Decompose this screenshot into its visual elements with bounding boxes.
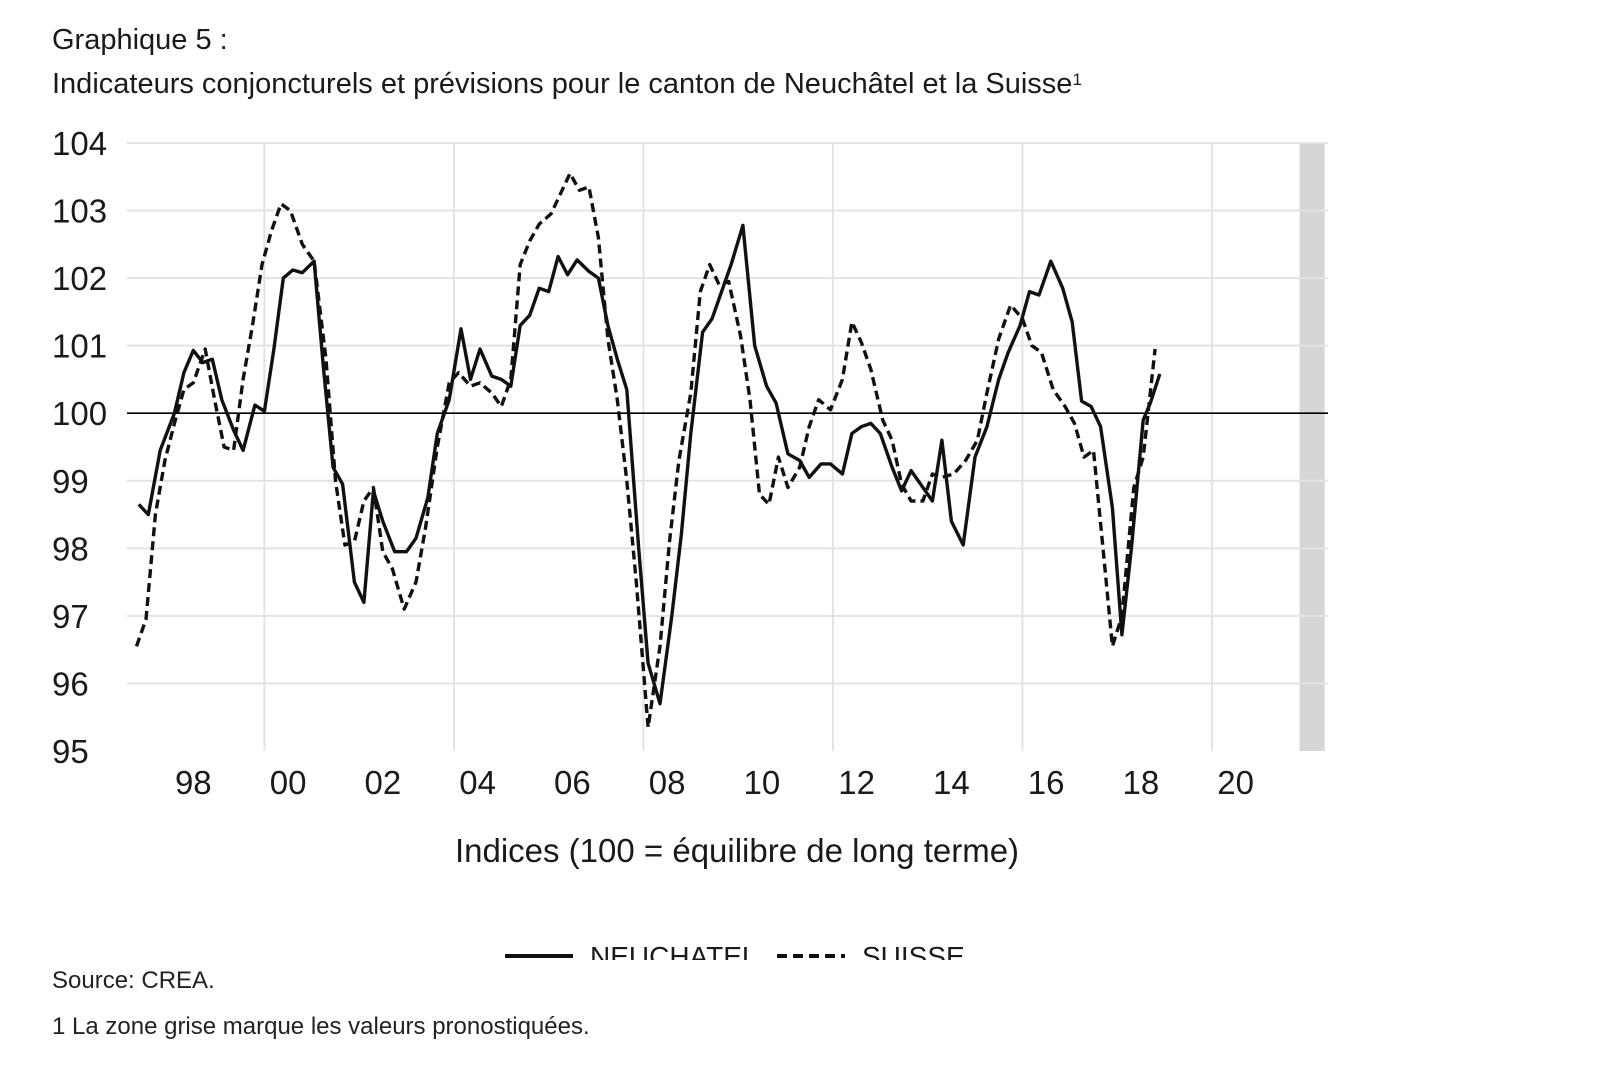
footnote-marker: 1 bbox=[1072, 70, 1082, 89]
x-tick-label: 18 bbox=[1123, 764, 1160, 801]
chart-subtitle: Indicateurs conjoncturels et prévisions … bbox=[52, 66, 1082, 102]
x-tick-label: 02 bbox=[364, 764, 401, 801]
y-tick-label: 95 bbox=[52, 733, 89, 770]
chart-title: Graphique 5 : bbox=[52, 24, 228, 56]
x-tick-label: 04 bbox=[459, 764, 496, 801]
x-tick-label: 00 bbox=[270, 764, 307, 801]
y-tick-label: 96 bbox=[52, 665, 89, 702]
line-chart: 95 96 97 98 99 100 101 102 103 104 98 00 02 04 06 08 10… bbox=[52, 125, 1328, 960]
x-axis-label: Indices (100 = équilibre de long terme) bbox=[455, 832, 1019, 869]
x-tick-label: 06 bbox=[554, 764, 591, 801]
source-note: Source: CREA. bbox=[52, 967, 215, 994]
series-layer bbox=[134, 171, 1162, 730]
y-tick-label: 100 bbox=[52, 395, 107, 432]
forecast-band-layer bbox=[1299, 143, 1325, 751]
y-tick-label: 98 bbox=[52, 530, 89, 567]
x-tick-label: 20 bbox=[1217, 764, 1254, 801]
legend-label-neuchatel: NEUCHATEL bbox=[590, 941, 758, 960]
y-tick-label: 103 bbox=[52, 193, 107, 230]
x-tick-label: 12 bbox=[838, 764, 875, 801]
forecast-band bbox=[1299, 143, 1325, 751]
footnote: 1 La zone grise marque les valeurs prono… bbox=[52, 1013, 590, 1040]
series-line-suisse bbox=[134, 171, 1157, 730]
x-tick-label: 16 bbox=[1028, 764, 1065, 801]
x-tick-label: 98 bbox=[175, 764, 212, 801]
x-axis-ticks: 98 00 02 04 06 08 10 12 14 16 18 20 bbox=[175, 764, 1254, 801]
y-tick-label: 102 bbox=[52, 260, 107, 297]
x-tick-label: 08 bbox=[649, 764, 686, 801]
x-tick-label: 14 bbox=[933, 764, 970, 801]
y-tick-label: 97 bbox=[52, 598, 89, 635]
legend-label-suisse: SUISSE bbox=[862, 941, 965, 960]
series-line-neuchatel bbox=[137, 223, 1162, 706]
chart-subtitle-text: Indicateurs conjoncturels et prévisions … bbox=[52, 68, 1073, 100]
y-tick-label: 101 bbox=[52, 328, 107, 365]
x-tick-label: 10 bbox=[743, 764, 780, 801]
y-tick-label: 99 bbox=[52, 463, 89, 500]
y-axis-ticks: 95 96 97 98 99 100 101 102 103 104 bbox=[52, 125, 107, 770]
y-tick-label: 104 bbox=[52, 125, 107, 162]
gridlines bbox=[127, 142, 1328, 751]
legend: NEUCHATEL SUISSE bbox=[505, 941, 965, 960]
